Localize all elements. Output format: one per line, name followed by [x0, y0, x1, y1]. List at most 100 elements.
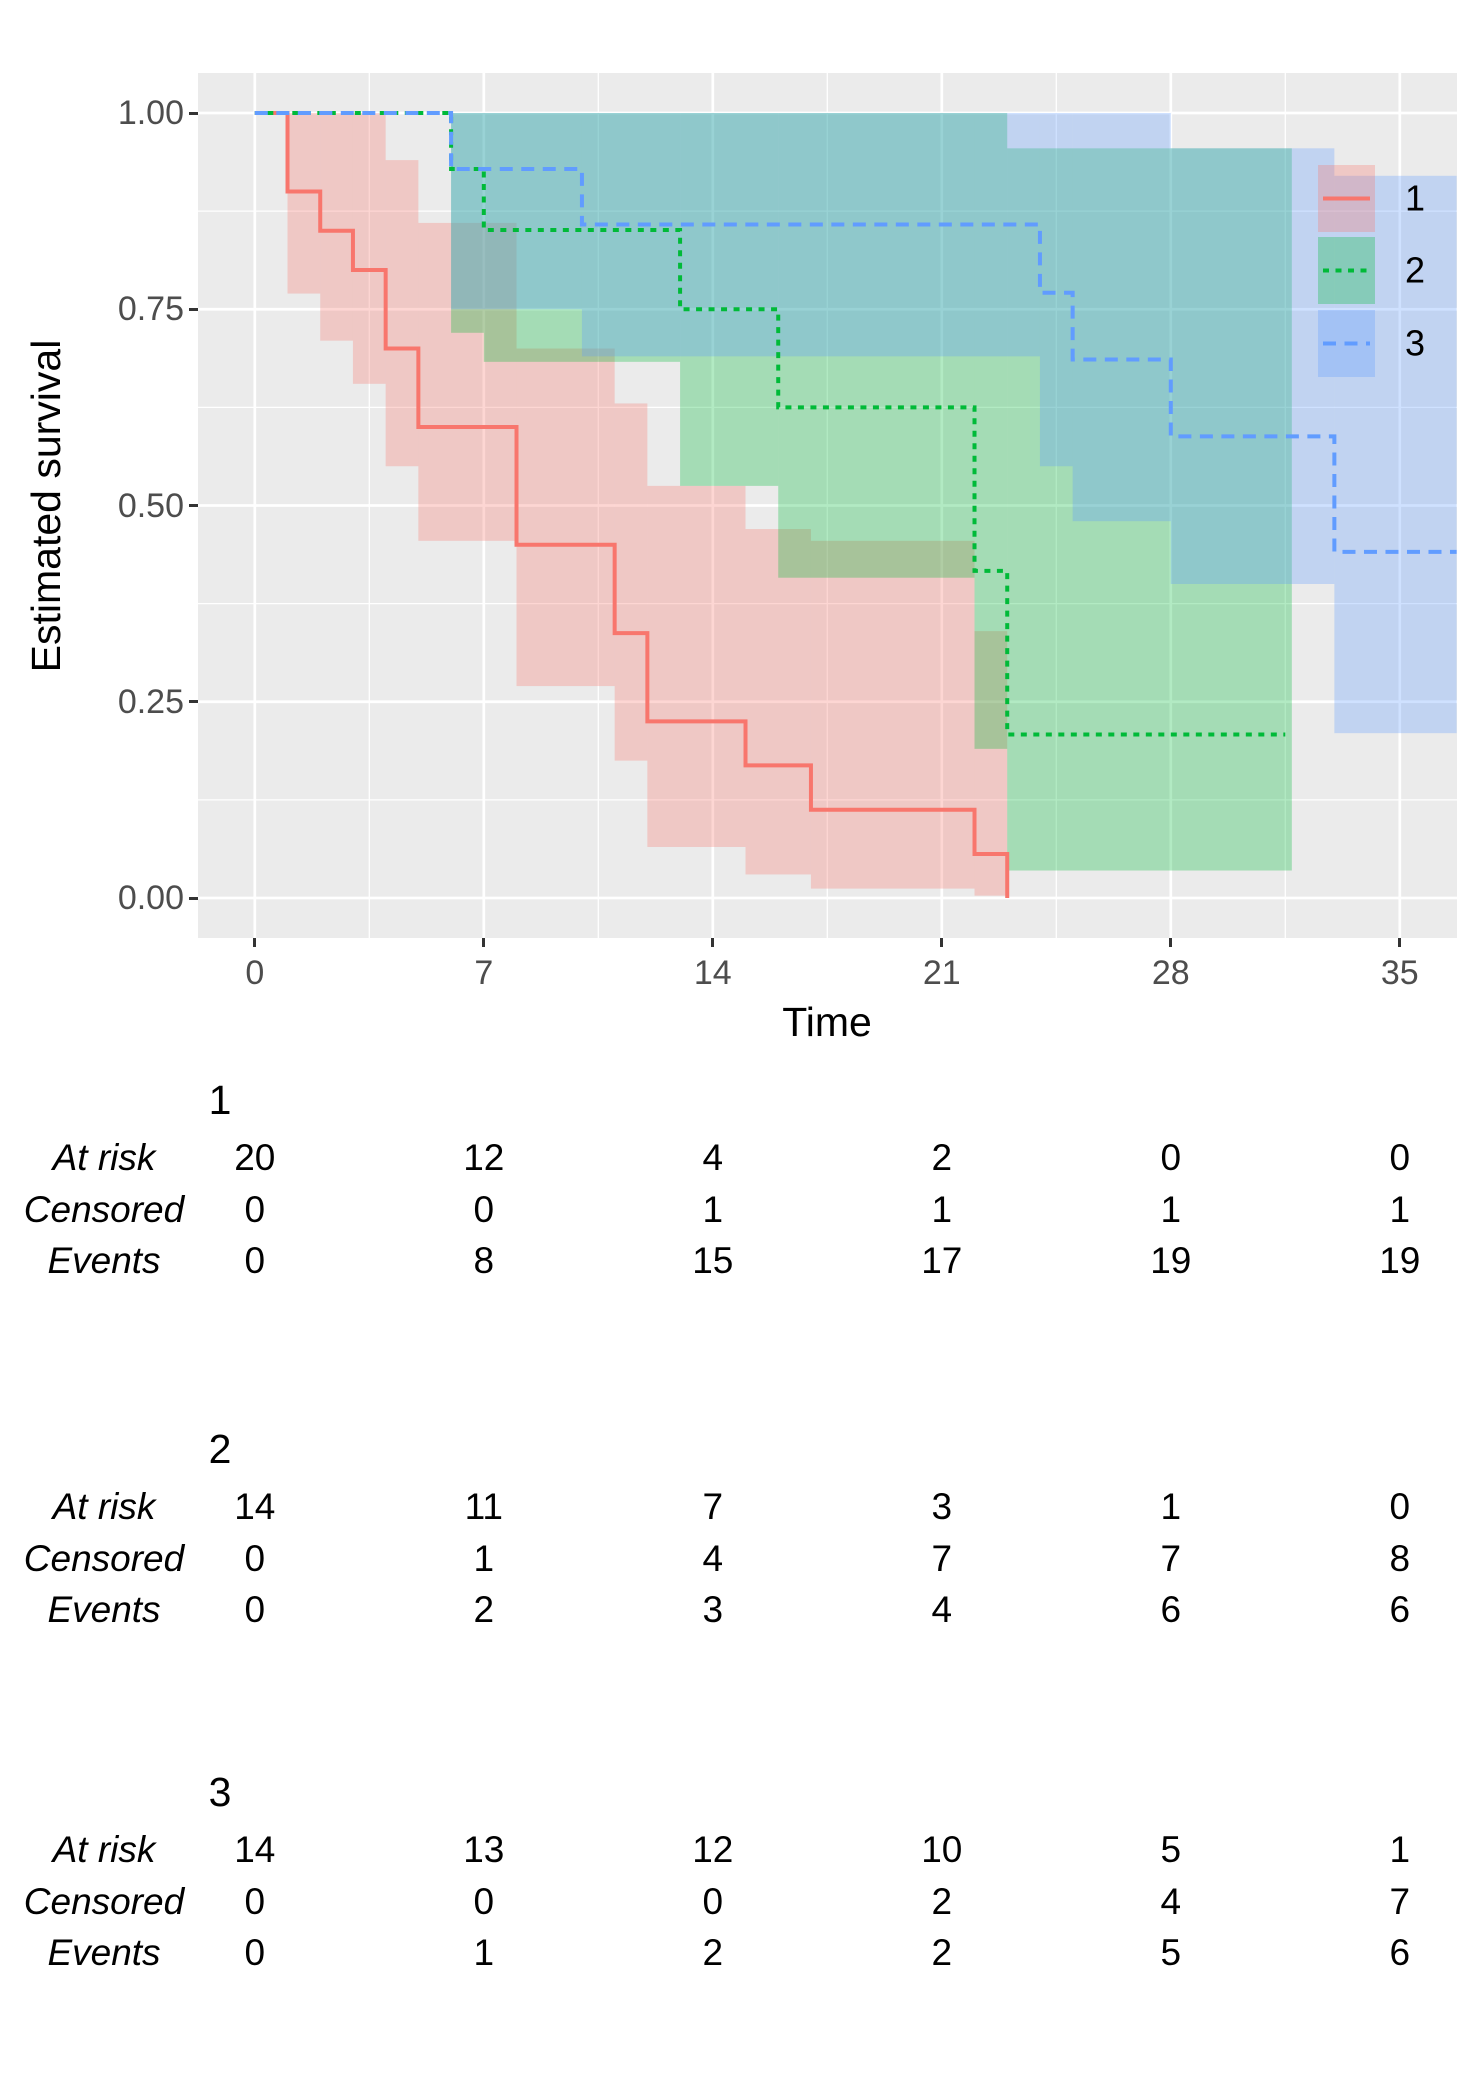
confidence-band-3	[451, 113, 582, 310]
row-label-at-risk: At risk	[52, 1137, 156, 1178]
table-cell: 3	[702, 1589, 724, 1630]
table-cell: 1	[1160, 1486, 1182, 1527]
confidence-band-1	[614, 403, 648, 761]
table-cell: 2	[931, 1932, 953, 1973]
table-cell: 14	[234, 1829, 276, 1870]
table-cell: 4	[931, 1589, 953, 1630]
confidence-band-1	[418, 222, 517, 541]
confidence-band-1	[352, 113, 386, 384]
table-cell: 8	[1389, 1537, 1411, 1579]
table-cell: 14	[234, 1486, 276, 1527]
legend-label-2: 2	[1405, 250, 1425, 291]
table-cell: 4	[1160, 1880, 1182, 1922]
table-cell: 15	[692, 1240, 734, 1281]
confidence-band-1	[810, 540, 975, 889]
survival-curve-1	[254, 111, 1010, 898]
table-cell: 13	[463, 1829, 505, 1870]
confidence-band-2	[778, 113, 975, 578]
table-cell: 5	[1160, 1829, 1182, 1870]
table-cell: 0	[244, 1537, 266, 1579]
table-header: 2	[208, 1426, 232, 1472]
table-cell: 1	[702, 1188, 724, 1230]
confidence-band-1	[287, 113, 321, 294]
x-tick-mark	[1169, 938, 1173, 947]
table-cell: 1	[931, 1188, 953, 1230]
confidence-band-1	[385, 160, 419, 467]
x-tick-label: 0	[245, 954, 265, 992]
table-cell: 6	[1389, 1589, 1411, 1630]
confidence-band-2	[451, 113, 484, 333]
y-tick-mark	[189, 111, 198, 115]
table-cell: 8	[473, 1240, 495, 1281]
table-cell: 11	[464, 1486, 503, 1527]
legend-label-3: 3	[1405, 323, 1425, 364]
x-tick-mark	[711, 938, 715, 947]
y-tick-mark	[189, 700, 198, 704]
confidence-band-1	[516, 348, 615, 687]
confidence-band-3	[1072, 113, 1171, 522]
y-tick-label: 0.75	[117, 290, 184, 329]
table-cell: 17	[921, 1240, 963, 1281]
row-label-censored: Censored	[23, 1537, 185, 1579]
row-label-at-risk: At risk	[52, 1829, 156, 1870]
row-label-at-risk: At risk	[52, 1486, 156, 1527]
confidence-band-3	[1039, 113, 1073, 467]
confidence-band-2	[680, 113, 779, 486]
table-cell: 10	[921, 1829, 963, 1870]
x-tick-label: 7	[474, 954, 494, 992]
x-tick-mark	[482, 938, 486, 947]
table-cell: 0	[473, 1880, 495, 1922]
legend-label-1: 1	[1405, 178, 1425, 219]
plot-panel: 1 2 3	[198, 73, 1457, 938]
row-label-events: Events	[47, 1240, 161, 1281]
table-cell: 0	[244, 1589, 266, 1630]
confidence-band-3	[1170, 148, 1335, 584]
row-label-censored: Censored	[23, 1188, 185, 1230]
table-cell: 1	[1160, 1188, 1182, 1230]
confidence-band-1	[745, 529, 811, 875]
table-cell: 20	[234, 1137, 276, 1178]
table-header: 1	[208, 1077, 232, 1123]
table-cell: 0	[244, 1932, 266, 1973]
row-label-censored: Censored	[23, 1880, 185, 1922]
table-cell: 2	[931, 1880, 953, 1922]
y-tick-label: 0.00	[117, 879, 184, 917]
table-cell: 5	[1160, 1932, 1182, 1973]
table-cell: 2	[931, 1137, 953, 1178]
x-tick-mark	[940, 938, 944, 947]
table-cell: 0	[702, 1880, 724, 1922]
table-cell: 12	[692, 1829, 734, 1870]
x-tick-label: 28	[1151, 954, 1190, 992]
row-label-events: Events	[47, 1932, 161, 1973]
row-label-events: Events	[47, 1589, 161, 1630]
table-cell: 7	[1160, 1537, 1182, 1579]
y-tick-label: 1.00	[117, 94, 184, 132]
survival-curve-2	[254, 111, 1286, 737]
plot-canvas: 1 2 3	[198, 73, 1457, 938]
confidence-band-1	[320, 113, 353, 341]
table-cell: 0	[473, 1188, 495, 1230]
y-tick-label: 0.25	[117, 682, 184, 721]
table-cell: 0	[1389, 1486, 1411, 1527]
table-cell: 0	[244, 1240, 266, 1281]
table-cell: 0	[1389, 1137, 1411, 1178]
table-cell: 3	[931, 1486, 953, 1527]
table-cell: 6	[1389, 1932, 1411, 1973]
confidence-band-3	[1334, 175, 1457, 734]
table-cell: 7	[702, 1486, 724, 1527]
x-axis-title: Time	[782, 999, 872, 1045]
table-cell: 2	[702, 1932, 724, 1973]
y-tick-mark	[189, 896, 198, 900]
table-cell: 12	[463, 1137, 505, 1178]
legend: 1 2 3	[1318, 165, 1425, 377]
table-cell: 7	[931, 1537, 953, 1579]
confidence-band-3	[581, 113, 1040, 357]
y-tick-label: 0.50	[117, 486, 184, 525]
confidence-band-1	[647, 485, 746, 847]
table-cell: 4	[702, 1137, 724, 1178]
confidence-band-2	[974, 113, 1008, 749]
table-cell: 0	[244, 1188, 266, 1230]
table-header: 3	[208, 1769, 232, 1815]
x-tick-label: 35	[1380, 954, 1419, 992]
x-tick-label: 21	[922, 954, 961, 992]
